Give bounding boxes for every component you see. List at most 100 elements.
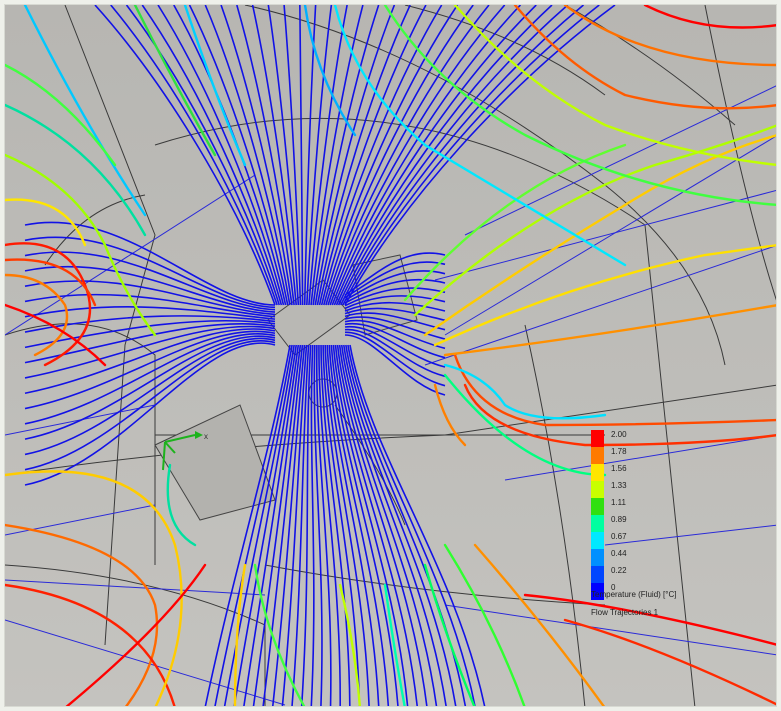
blue-trajectory (323, 5, 459, 306)
viewport[interactable]: x 2.00 1.78 1.56 1.33 1.11 0.89 0.67 0.44 0.22 0 … (4, 4, 777, 707)
blue-trajectory (343, 344, 457, 706)
z-axis-arrow (164, 441, 176, 454)
blue-trajectory (267, 5, 300, 306)
blue-trajectory (330, 344, 399, 706)
blue-trajectory (344, 331, 446, 387)
blue-trajectory (252, 344, 302, 706)
blue-trajectory (344, 319, 446, 350)
blue-trajectory (344, 301, 446, 312)
blue-trajectory (340, 5, 584, 306)
right-block (352, 254, 418, 336)
blue-trajectory (24, 340, 276, 471)
legend-tick-label: 0.44 (611, 549, 627, 558)
blue-trajectory (344, 278, 446, 304)
blue-trajectory (344, 252, 446, 296)
blue-trajectory (344, 5, 616, 306)
legend-tick-label: 0.22 (611, 566, 627, 575)
model-surface (5, 5, 776, 706)
blue-trajectory (94, 5, 276, 306)
blue-trajectory (24, 319, 276, 349)
blue-trajectory (338, 344, 438, 706)
blue-trajectory (312, 5, 380, 306)
blue-trajectory (337, 5, 569, 306)
flow-trajectories-scene[interactable]: x (5, 5, 777, 707)
blue-trajectory (303, 5, 317, 306)
legend-tick-label: 1.78 (611, 447, 627, 456)
blue-trajectory (342, 5, 600, 306)
blue-trajectory (243, 344, 300, 706)
x-axis-arrowhead (195, 431, 203, 439)
blue-trajectory (306, 5, 333, 306)
blue-trajectory (315, 344, 332, 706)
coordinate-triad: x (162, 431, 208, 471)
legend-tick-label: 1.56 (611, 464, 627, 473)
blue-trajectory (24, 293, 276, 318)
legend-color-segment (591, 549, 604, 566)
legend-color-segment (591, 566, 604, 583)
legend-quantity: Temperature (Fluid) [°C] (591, 590, 677, 599)
blue-trajectory (344, 307, 446, 322)
blue-trajectory (344, 316, 446, 340)
blue-trajectory (24, 221, 276, 306)
blue-trajectory (188, 5, 289, 306)
blue-trajectory (336, 344, 428, 706)
blue-trajectory (332, 344, 409, 706)
blue-trajectory (340, 344, 447, 706)
blue-trajectory (24, 306, 276, 320)
legend-tick-label: 1.11 (611, 498, 626, 507)
blue-trajectory (157, 5, 285, 306)
legend-color-segment (591, 532, 604, 549)
legend-tick-label: 0 (611, 583, 616, 592)
legend-tick-label: 1.33 (611, 481, 627, 490)
blue-trajectory (313, 344, 323, 706)
blue-trajectory (334, 344, 418, 706)
blue-trajectory (204, 344, 291, 706)
legend-color-segment (591, 583, 604, 600)
blue-trajectory (204, 5, 291, 306)
blue-trajectory (110, 5, 278, 306)
blue-trajectory (349, 344, 486, 706)
blue-trajectories (24, 5, 616, 706)
blue-trajectory (24, 236, 276, 309)
blue-trajectory (344, 326, 446, 368)
warm-trajectories (5, 5, 776, 706)
blue-trajectory (283, 5, 302, 306)
blue-trajectory (327, 5, 490, 306)
blue-trajectory (331, 5, 522, 306)
blue-trajectory (251, 5, 298, 306)
blue-trajectory (223, 344, 295, 706)
blue-trajectory (316, 5, 411, 306)
blue-trajectory (24, 330, 276, 410)
blue-trajectory (344, 261, 446, 299)
blue-trajectory (281, 344, 308, 706)
blue-trajectory (308, 5, 348, 306)
blue-trajectory (322, 344, 361, 706)
y-axis-arrow (162, 441, 166, 471)
blue-trajectory (318, 344, 341, 706)
blue-trajectory (300, 344, 312, 706)
blue-trajectory (262, 344, 304, 706)
blue-trajectory (299, 5, 304, 306)
legend-tick-label: 0.89 (611, 515, 627, 524)
legend-color-segment (591, 481, 604, 498)
blue-trajectory (325, 5, 474, 306)
blue-trajectory (333, 5, 537, 306)
blue-trajectory (24, 328, 276, 395)
blue-trajectory (24, 337, 276, 456)
blue-trajectory (344, 312, 446, 331)
blue-trajectory (233, 344, 297, 706)
x-axis-label: x (204, 432, 208, 441)
blue-trajectory (24, 335, 276, 440)
legend-color-segment (591, 515, 604, 532)
blue-trajectory (24, 280, 276, 316)
legend-plot-name: Flow Trajectories 1 (591, 608, 659, 617)
blue-trajectory (320, 5, 443, 306)
legend-tick-label: 0.67 (611, 532, 627, 541)
blue-trajectory (125, 5, 281, 306)
blue-trajectory (344, 328, 446, 378)
blue-trajectory (24, 315, 276, 333)
blue-trajectory (314, 5, 396, 306)
blue-trajectory (326, 344, 380, 706)
color-legend[interactable]: 2.00 1.78 1.56 1.33 1.11 0.89 0.67 0.44 0.22 0 Te… (589, 426, 739, 626)
blue-trajectory (310, 5, 364, 306)
